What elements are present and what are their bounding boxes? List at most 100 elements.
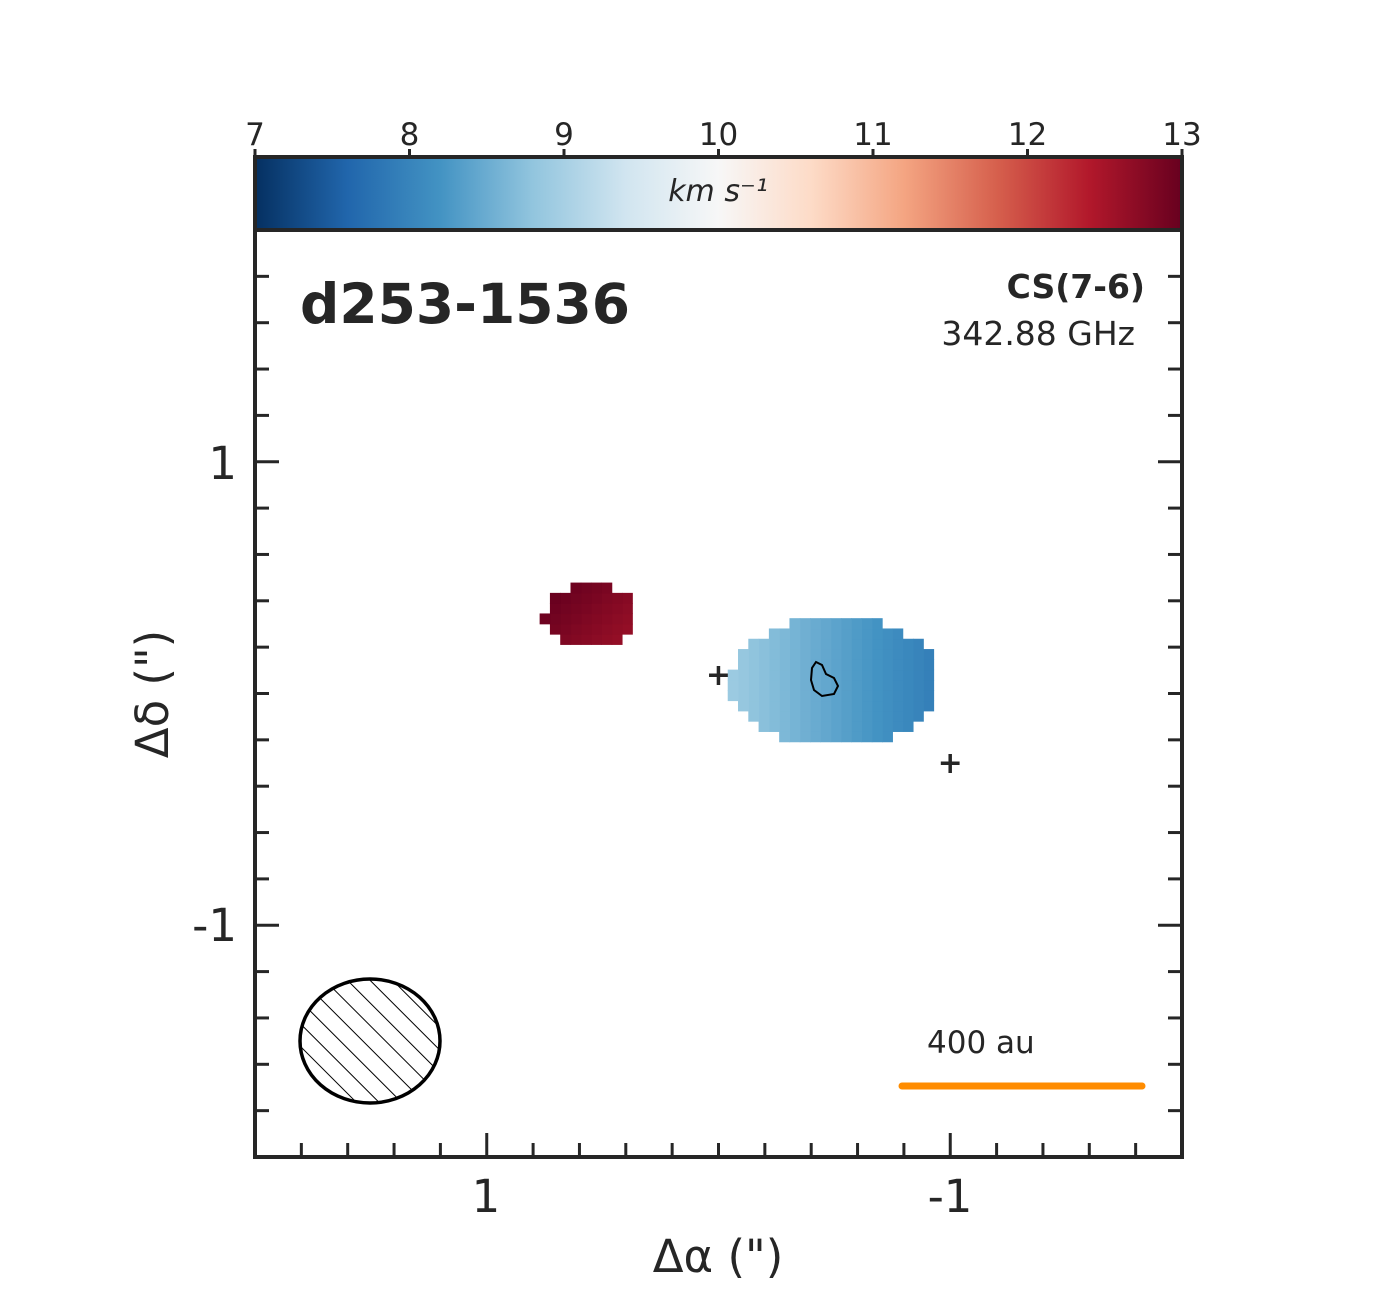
heatmap-pixel [912,679,924,691]
heatmap-pixel [748,679,760,691]
heatmap-pixel [851,659,863,671]
heatmap-pixel [820,638,832,650]
heatmap-pixel [768,659,780,671]
heatmap-pixel [892,690,904,702]
heatmap-pixel [830,669,842,681]
heatmap-pixel [851,649,863,660]
heatmap-pixel [727,669,739,681]
heatmap-pixel [560,623,572,635]
heatmap-pixel [810,721,821,732]
heatmap-pixel [861,710,873,722]
heatmap-pixel [882,669,893,681]
source-title: d253-1536 [300,272,630,336]
heatmap-pixel [799,710,811,722]
heatmap-pixel [882,731,893,743]
heatmap-pixel [611,613,623,625]
heatmap-pixel [830,628,842,640]
heatmap-pixel [621,603,633,615]
colorbar-tick-label: 10 [699,117,738,153]
heatmap-pixel [748,690,760,702]
heatmap-pixel [820,659,832,671]
heatmap-pixel [912,649,924,660]
heatmap-pixel [560,592,572,604]
heatmap-pixel [810,690,821,702]
colorbar-tick-label: 11 [853,117,892,153]
beam-ellipse [298,977,442,1105]
colorbar-ticks: 7 8 9 10 11 12 13 [245,117,1202,157]
heatmap-pixel [902,700,914,712]
heatmap-pixel [912,700,924,712]
heatmap-pixel [549,603,561,615]
heatmap-pixel [611,623,623,635]
heatmap-pixel [779,700,791,712]
heatmap-pixel [882,659,893,671]
heatmap-pixel [799,638,811,650]
heatmap-pixel [621,592,633,604]
x-axis-label: Δα (") [653,1230,784,1283]
heatmap-pixel [830,618,842,630]
heatmap-pixel [912,669,924,681]
heatmap-pixel [820,700,832,712]
heatmap-pixel [591,582,602,594]
heatmap-pixel [601,582,613,594]
heatmap-pixel [871,721,883,732]
heatmap-pixel [851,638,863,650]
heatmap-pixel [871,638,883,650]
heatmap-pixel [580,603,592,615]
axis-ticks [255,274,1182,1157]
heatmap-pixel [871,649,883,660]
x-tick-label-2: -1 [928,1170,973,1223]
heatmap-pixel [861,731,873,743]
heatmap-pixel [851,669,863,681]
heatmap-pixel [871,628,883,640]
heatmap-pixel [748,659,760,671]
heatmap-pixel [758,638,770,650]
heatmap-pixel [570,623,582,635]
heatmap-pixel [820,731,832,743]
heatmap-pixel [738,679,749,691]
heatmap-pixel [779,731,791,743]
heatmap-pixel [902,690,914,702]
heatmap-pixel [923,700,935,712]
heatmap-pixel [840,628,852,640]
heatmap-pixel [591,634,602,645]
colorbar-tick-label: 9 [554,117,574,153]
heatmap-pixel [779,690,791,702]
heatmap-pixel [768,710,780,722]
heatmap-pixel [789,690,801,702]
heatmap-pixel [758,700,770,712]
heatmap-pixel [738,669,749,681]
heatmap-pixel [840,679,852,691]
heatmap-pixel [861,618,873,630]
heatmap-pixel [851,618,863,630]
heatmap-pixel [820,618,832,630]
heatmap-pixel [830,679,842,691]
heatmap-pixel [758,659,770,671]
heatmap-pixel [861,679,873,691]
heatmap-pixel [591,603,602,615]
heatmap-pixel [912,690,924,702]
heatmap-pixel [799,618,811,630]
heatmap-pixel [810,618,821,630]
heatmap-pixel [748,638,760,650]
heatmap-pixel [748,700,760,712]
heatmap-pixel [789,669,801,681]
heatmap-pixel [892,669,904,681]
heatmap-pixel [570,613,582,625]
heatmap-pixel [621,623,633,635]
heatmap-pixel [882,638,893,650]
heatmap-pixel [611,592,623,604]
heatmap-pixel [912,659,924,671]
heatmap-pixel [591,592,602,604]
heatmap-pixel [810,679,821,691]
heatmap-pixel [923,690,935,702]
heatmap-pixel [768,690,780,702]
heatmap-pixel [738,659,749,671]
heatmap-pixel [902,669,914,681]
heatmap-pixel [892,638,904,650]
heatmap-pixel [840,618,852,630]
heatmap-pixel [840,638,852,650]
heatmap-pixel [799,690,811,702]
line-frequency: 342.88 GHz [941,314,1135,353]
heatmap-pixel [611,603,623,615]
